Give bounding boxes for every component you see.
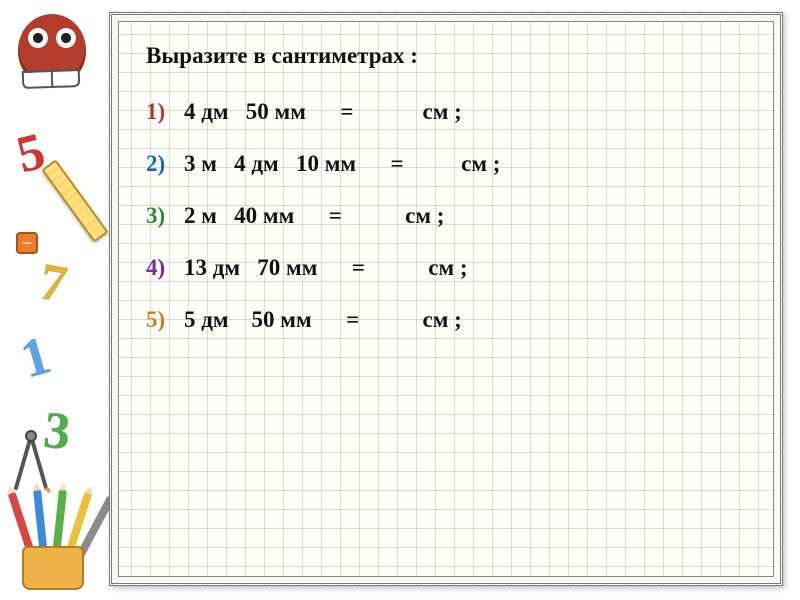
problem-number: 4): [146, 255, 184, 281]
problem-number: 1): [146, 99, 184, 125]
digit-1-icon: 1: [15, 327, 56, 386]
worksheet-title: Выразите в сантиметрах :: [146, 43, 760, 69]
compass-icon: [6, 430, 56, 494]
problem-row: 1) 4 дм 50 мм = см ;: [146, 99, 760, 125]
problem-row: 4) 13 дм 70 мм = см ;: [146, 255, 760, 281]
problem-row: 5) 5 дм 50 мм = см ;: [146, 307, 760, 333]
digit-7-icon: 7: [36, 256, 71, 312]
problem-row: 2) 3 м 4 дм 10 мм = см ;: [146, 151, 760, 177]
problem-expr: 5 дм 50 мм = см ;: [184, 307, 462, 333]
pencil-cup-icon: [8, 490, 100, 590]
minus-tile-icon: −: [16, 232, 38, 254]
problem-row: 3) 2 м 40 мм = см ;: [146, 203, 760, 229]
problem-number: 5): [146, 307, 184, 333]
left-decor-strip: 5 − 7 1 3: [0, 0, 104, 600]
problem-list: 1) 4 дм 50 мм = см ; 2) 3 м 4 дм 10 мм =…: [146, 99, 760, 333]
problem-expr: 3 м 4 дм 10 мм = см ;: [184, 151, 500, 177]
ruler-icon: [41, 159, 108, 242]
problem-expr: 2 м 40 мм = см ;: [184, 203, 444, 229]
worksheet-frame: Выразите в сантиметрах : 1) 4 дм 50 мм =…: [109, 12, 783, 586]
problem-expr: 4 дм 50 мм = см ;: [184, 99, 462, 125]
owl-book-icon: [22, 69, 81, 89]
problem-expr: 13 дм 70 мм = см ;: [184, 255, 468, 281]
problem-number: 3): [146, 203, 184, 229]
problem-number: 2): [146, 151, 184, 177]
